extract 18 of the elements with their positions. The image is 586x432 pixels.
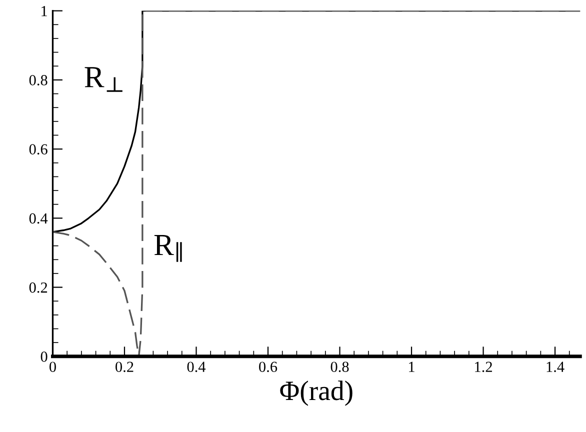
y-tick-label: 1 [42,6,47,16]
x-tick-label: 0 [50,362,56,372]
x-tick-label: 0.8 [330,362,349,372]
y-tick-label: 0 [40,352,48,362]
x-tick-label: 0.4 [187,362,206,372]
x-tick-label: 1.2 [475,362,492,372]
x-tick-label: 0.6 [259,362,278,372]
x-tick-label: 1 [409,362,414,372]
y-tick-label: 0.6 [29,144,48,155]
line-series [52,10,580,356]
series-label: R$_{⊥}$ [84,67,122,92]
y-tick-label: 0.8 [29,75,48,86]
x-axis-title: Φ(rad) [280,380,352,406]
series-label: R$_{∥}$ [154,235,182,262]
x-tick-label: 1.4 [546,362,564,372]
y-tick-label: 0.4 [29,213,48,224]
y-tick-label: 0.2 [29,282,48,293]
x-tick-label: 0.2 [116,362,134,372]
